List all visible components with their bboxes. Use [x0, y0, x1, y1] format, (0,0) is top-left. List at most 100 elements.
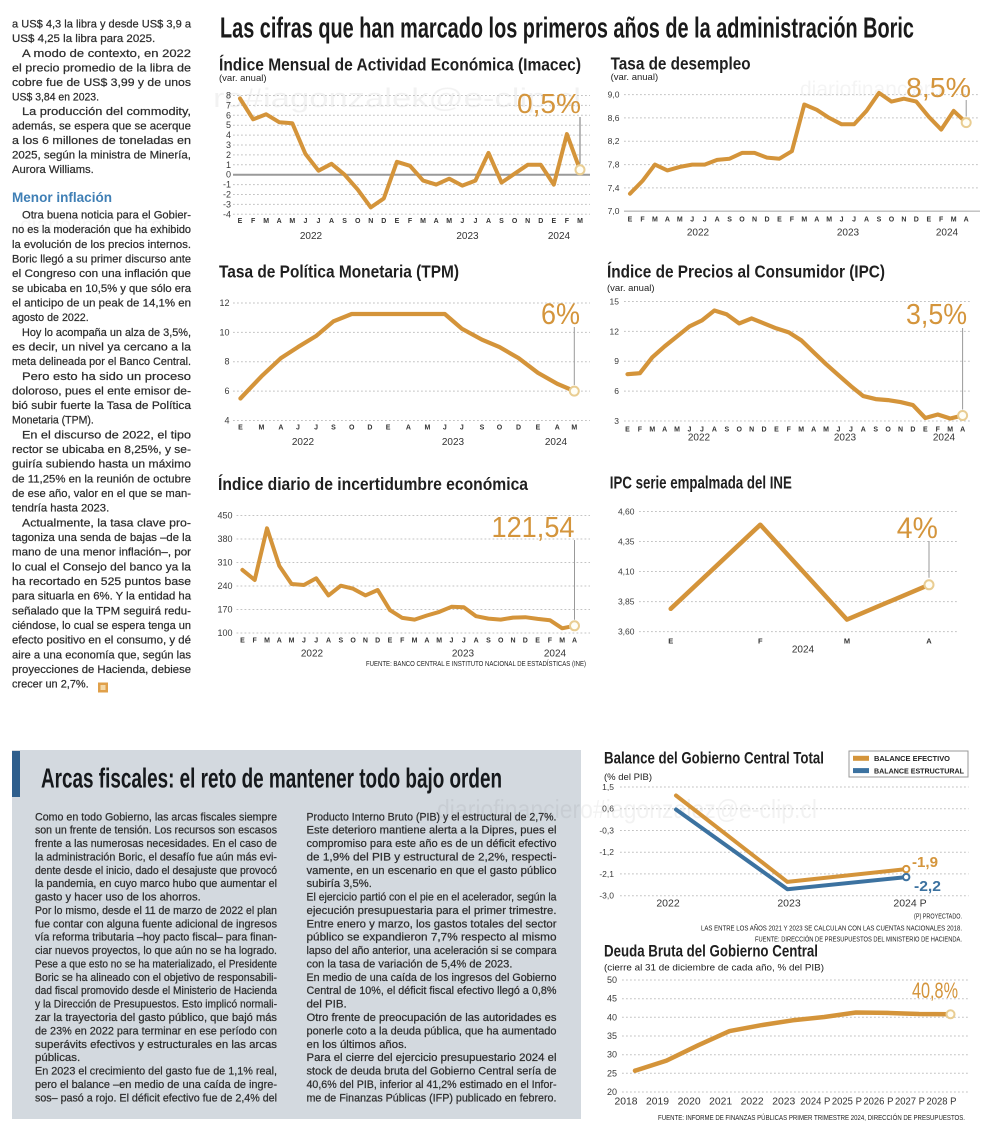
svg-text:3,5%: 3,5% — [906, 299, 967, 331]
svg-text:E: E — [668, 636, 673, 645]
svg-text:J: J — [473, 218, 477, 225]
svg-text:15: 15 — [610, 297, 620, 307]
svg-text:4: 4 — [226, 130, 231, 140]
svg-text:(P) PROYECTADO.: (P) PROYECTADO. — [914, 914, 962, 921]
svg-text:M: M — [677, 217, 683, 224]
svg-text:2019: 2019 — [646, 1097, 669, 1108]
svg-text:bió subir fuerte la Tasa de Po: bió subir fuerte la Tasa de Política — [12, 400, 192, 412]
svg-text:públicas.: públicas. — [35, 1052, 80, 1064]
svg-text:E: E — [238, 218, 243, 225]
svg-text:E: E — [777, 217, 782, 224]
svg-text:zar la trayectoria del gasto p: zar la trayectoria del gasto público, qu… — [35, 1012, 278, 1024]
svg-text:La producción del commodity,: La producción del commodity, — [22, 106, 191, 118]
svg-text:M: M — [801, 217, 807, 224]
svg-text:40,8%: 40,8% — [912, 978, 958, 1003]
svg-text:S: S — [331, 425, 336, 432]
svg-text:M: M — [798, 427, 804, 434]
svg-text:Tasa de Política Monetaria (TP: Tasa de Política Monetaria (TPM) — [219, 262, 459, 282]
svg-text:30: 30 — [607, 1050, 617, 1060]
svg-text:A: A — [811, 427, 816, 434]
svg-text:1: 1 — [226, 160, 231, 170]
svg-text:J: J — [849, 427, 853, 434]
svg-text:M: M — [649, 427, 655, 434]
svg-text:6: 6 — [614, 386, 619, 396]
svg-text:ha recortado en 525 puntos bas: ha recortado en 525 puntos base — [12, 576, 191, 588]
svg-text:N: N — [901, 217, 906, 224]
svg-text:E: E — [923, 427, 928, 434]
svg-text:E: E — [551, 218, 556, 225]
svg-text:D: D — [381, 218, 386, 225]
svg-text:7,8: 7,8 — [608, 160, 620, 170]
svg-text:S: S — [724, 427, 729, 434]
svg-text:sos– pasó a rojo. El déficit: sos– pasó a rojo. El déficit efectivo fu… — [35, 1092, 277, 1104]
svg-text:dad fiscal promovido desde el: dad fiscal promovido desde el Ministerio… — [35, 985, 277, 997]
svg-text:A: A — [277, 218, 282, 225]
svg-text:(var. anual): (var. anual) — [607, 283, 655, 294]
svg-text:170: 170 — [217, 605, 232, 615]
svg-text:7: 7 — [226, 100, 231, 110]
svg-text:S: S — [486, 638, 491, 645]
svg-text:S: S — [480, 425, 485, 432]
svg-text:2028 P: 2028 P — [927, 1097, 957, 1108]
svg-text:100: 100 — [217, 628, 232, 638]
svg-text:efecto positivo en el consumo,: efecto positivo en el consumo, y dé — [12, 635, 191, 647]
svg-text:tagoniza una senda de bajas –d: tagoniza una senda de bajas –de la — [12, 532, 192, 544]
svg-text:es decir, un nivel ya cercano: es decir, un nivel ya cercano a la — [12, 341, 192, 353]
svg-text:Para el cierre del ejercicio p: Para el cierre del ejercicio presupuesta… — [307, 1052, 557, 1064]
svg-text:S: S — [338, 638, 343, 645]
svg-text:2025 P: 2025 P — [832, 1097, 862, 1108]
svg-text:el anticipo de un peak de 14,1: el anticipo de un peak de 14,1% en — [12, 298, 191, 310]
svg-text:A: A — [434, 218, 439, 225]
svg-text:2022: 2022 — [292, 437, 315, 448]
svg-text:2023: 2023 — [442, 437, 465, 448]
svg-text:Como en todo Gobierno, las arc: Como en todo Gobierno, las arcas fiscale… — [35, 811, 277, 823]
svg-text:O: O — [889, 217, 895, 224]
svg-text:M: M — [289, 638, 295, 645]
svg-text:A: A — [326, 638, 331, 645]
svg-text:del PIB.: del PIB. — [307, 999, 347, 1011]
svg-text:y la Dirección de Presupuestos: y la Dirección de Presupuestos. Esto imp… — [35, 999, 277, 1011]
svg-text:Hoy lo acompaña un alza de 3,5: Hoy lo acompaña un alza de 3,5%, — [22, 327, 191, 339]
svg-text:E: E — [628, 217, 633, 224]
svg-text:de ese año, valor en el que se: de ese año, valor en el que se man- — [12, 488, 191, 500]
svg-text:tendría hasta 2023.: tendría hasta 2023. — [12, 503, 109, 515]
svg-text:son un frente de tensión. Los: son un frente de tensión. Los recursos s… — [35, 825, 278, 837]
svg-text:F: F — [936, 427, 941, 434]
svg-text:O: O — [885, 427, 891, 434]
svg-text:A: A — [814, 217, 819, 224]
svg-text:8,2: 8,2 — [608, 136, 620, 146]
svg-text:para situarla en 6%. Y la enti: para situarla en 6%. Y la entidad ha — [12, 591, 192, 603]
svg-text:A modo de contexto, en 2022: A modo de contexto, en 2022 — [22, 48, 191, 60]
svg-text:A: A — [861, 427, 866, 434]
svg-text:9,0: 9,0 — [608, 90, 620, 100]
svg-text:FUENTE: BANCO CENTRAL E INSTIT: FUENTE: BANCO CENTRAL E INSTITUTO NACION… — [366, 659, 586, 668]
svg-text:M: M — [258, 425, 264, 432]
svg-text:J: J — [314, 425, 318, 432]
svg-text:J: J — [450, 638, 454, 645]
svg-text:A: A — [572, 638, 577, 645]
svg-text:N: N — [510, 638, 515, 645]
svg-text:ponerle coto a la deuda públic: ponerle coto a la deuda pública, que ha … — [307, 1025, 557, 1037]
svg-text:M: M — [652, 217, 658, 224]
svg-text:4,35: 4,35 — [618, 537, 635, 547]
svg-text:lo cual el Consejo del banco y: lo cual el Consejo del banco ya la — [12, 561, 192, 573]
svg-text:Arcas fiscales: el reto de man: Arcas fiscales: el reto de mantener todo… — [41, 763, 502, 794]
svg-text:de 23% en 2022 para terminar e: de 23% en 2022 para terminar en ese perí… — [35, 1025, 277, 1037]
svg-text:8: 8 — [226, 91, 231, 101]
svg-text:US$ 4,25 la libra para 2025.: US$ 4,25 la libra para 2025. — [12, 33, 155, 45]
svg-text:2027 P: 2027 P — [895, 1097, 925, 1108]
svg-text:M: M — [420, 218, 426, 225]
svg-text:diariofinanciero: diariofinanciero — [20, 214, 162, 237]
svg-text:-2,1: -2,1 — [599, 869, 614, 879]
svg-text:240: 240 — [217, 581, 232, 591]
svg-text:2024 P: 2024 P — [893, 898, 926, 910]
svg-text:40,6% del PIB, inferior al 41,: 40,6% del PIB, inferior al 41,2% estimad… — [307, 1079, 557, 1091]
svg-text:M: M — [571, 425, 577, 432]
svg-text:N: N — [898, 427, 903, 434]
svg-text:A: A — [424, 638, 429, 645]
svg-text:Pero esto ha sido un proceso: Pero esto ha sido un proceso — [22, 371, 191, 383]
svg-text:M: M — [844, 636, 850, 645]
svg-text:J: J — [460, 218, 464, 225]
svg-text:45: 45 — [607, 994, 617, 1004]
svg-text:se ubicaba en 10,5% y que sólo: se ubicaba en 10,5% y que sólo era — [12, 283, 192, 295]
